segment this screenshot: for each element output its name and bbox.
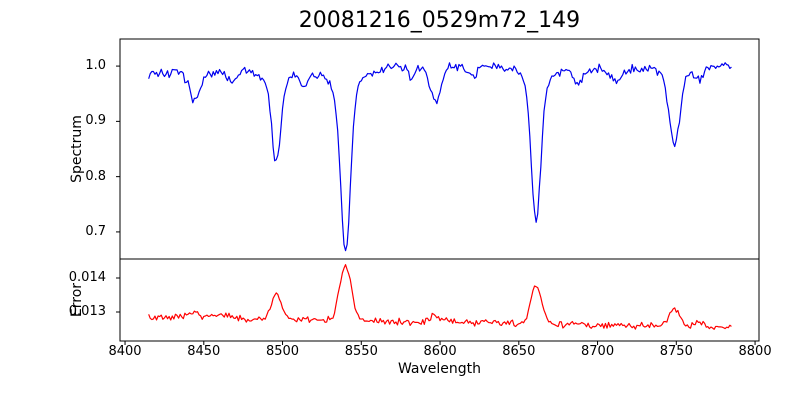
spectrum-y-tick-label: 1.0 xyxy=(85,58,106,74)
spectrum-y-tick-label: 0.7 xyxy=(85,223,106,239)
x-tick-label: 8700 xyxy=(581,344,615,359)
error-y-tick-label: 0.014 xyxy=(68,270,106,285)
x-tick-label: 8750 xyxy=(659,344,693,359)
x-tick-label: 8550 xyxy=(344,344,378,359)
x-tick-label: 8650 xyxy=(502,344,536,359)
x-tick-label: 8500 xyxy=(265,344,300,359)
x-tick-label: 8800 xyxy=(738,344,772,359)
spectrum-y-tick-label: 0.9 xyxy=(85,113,106,129)
chart-title: 20081216_0529m72_149 xyxy=(298,8,581,33)
error-y-tick-label: 0.013 xyxy=(68,304,106,319)
x-axis-label: Wavelength xyxy=(397,361,482,377)
x-tick-label: 8400 xyxy=(108,344,142,359)
spectrum-line xyxy=(148,62,732,252)
spectrum-y-tick-label: 0.8 xyxy=(85,168,106,184)
error-line xyxy=(148,264,732,330)
error-panel-frame xyxy=(119,258,760,342)
x-tick-label: 8450 xyxy=(187,344,221,359)
x-tick-label: 8600 xyxy=(423,344,457,359)
